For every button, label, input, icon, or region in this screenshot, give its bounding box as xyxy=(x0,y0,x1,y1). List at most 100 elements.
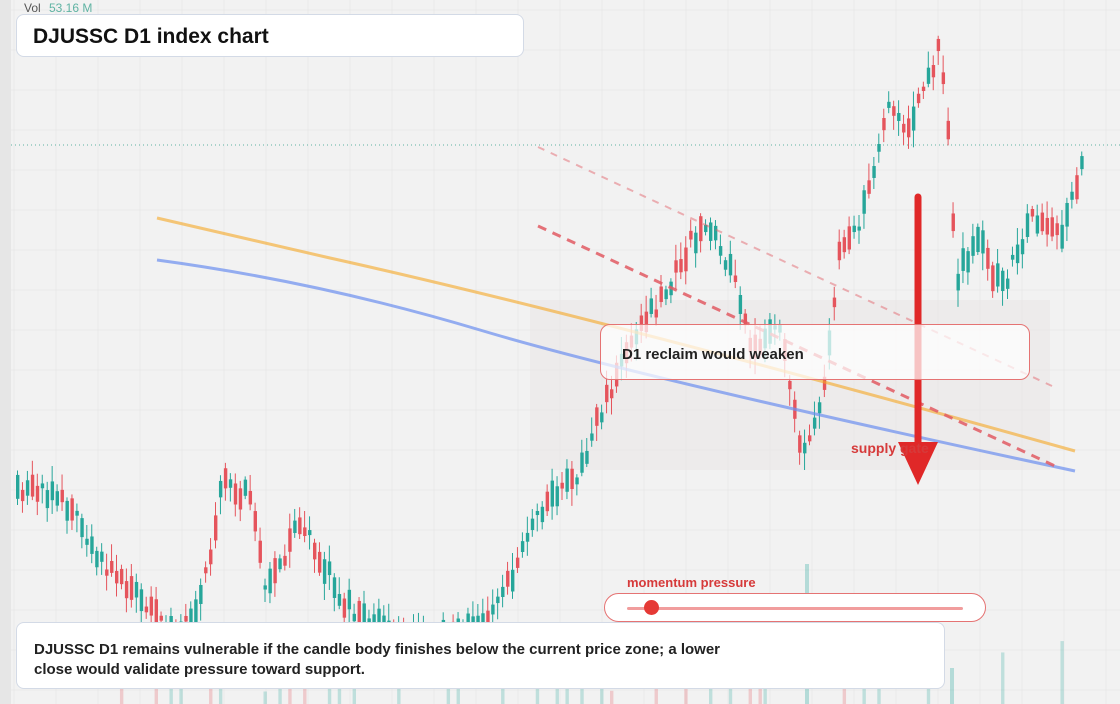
candle-body xyxy=(228,479,233,488)
candle-body xyxy=(981,230,985,254)
momentum-slider[interactable] xyxy=(604,593,986,622)
candle-body xyxy=(134,581,139,598)
candle-body xyxy=(317,551,322,573)
candle-body xyxy=(832,297,837,308)
candle-body xyxy=(293,520,297,534)
candle-body xyxy=(248,490,253,505)
candle-body xyxy=(16,474,20,499)
candle-body xyxy=(867,180,871,194)
candle-body xyxy=(916,93,921,104)
volume-bar xyxy=(337,681,342,704)
candle-body xyxy=(902,123,906,133)
candle-body xyxy=(124,581,129,599)
candle-body xyxy=(253,511,257,532)
candle-body xyxy=(684,247,688,272)
candle-body xyxy=(907,118,911,138)
candle-body xyxy=(1075,175,1079,200)
candle-body xyxy=(199,584,203,604)
candle-body xyxy=(75,510,79,516)
volume-bar xyxy=(654,678,658,704)
candle-body xyxy=(1020,239,1025,255)
candle-body xyxy=(100,551,104,562)
candle-body xyxy=(897,112,901,122)
candle-body xyxy=(154,599,158,624)
momentum-track xyxy=(627,607,963,610)
candle-body xyxy=(1025,213,1030,237)
candle-body xyxy=(189,608,193,624)
candle-body xyxy=(90,536,94,554)
candle-body xyxy=(971,236,975,256)
candle-body xyxy=(545,491,550,512)
candle-body xyxy=(704,224,708,233)
candle-body xyxy=(872,166,876,178)
candle-body xyxy=(1060,224,1064,249)
candle-body xyxy=(941,72,946,85)
candle-body xyxy=(481,613,485,623)
candle-body xyxy=(585,450,589,464)
candle-body xyxy=(357,600,361,623)
candle-body xyxy=(803,442,807,454)
candle-body xyxy=(347,589,352,610)
candle-body xyxy=(1035,215,1040,234)
candle-body xyxy=(496,596,500,604)
candle-body xyxy=(733,275,738,283)
candle-body xyxy=(644,311,649,333)
momentum-thumb[interactable] xyxy=(643,600,659,615)
candle-body xyxy=(60,489,64,503)
candle-body xyxy=(184,615,188,622)
candle-body xyxy=(520,541,525,552)
candle-body xyxy=(718,246,723,256)
candle-body xyxy=(486,610,490,624)
title-panel: DJUSSC D1 index chart xyxy=(16,14,524,57)
candle-body xyxy=(842,237,847,253)
candle-body xyxy=(728,253,733,276)
candle-body xyxy=(694,232,698,254)
candle-body xyxy=(377,608,381,631)
candle-body xyxy=(119,568,124,585)
candle-body xyxy=(218,480,223,498)
candle-body xyxy=(610,389,614,399)
candle-body xyxy=(550,480,554,507)
candle-body xyxy=(352,613,356,622)
candle-body xyxy=(1015,244,1020,264)
volume-bar xyxy=(179,680,183,704)
candle-body xyxy=(565,468,569,492)
candle-body xyxy=(233,483,238,505)
candle-body xyxy=(115,570,119,584)
candle-body xyxy=(600,412,604,423)
candle-body xyxy=(926,67,931,84)
down-arrow xyxy=(898,193,938,485)
candle-body xyxy=(298,517,302,535)
volume-bar xyxy=(1060,641,1064,704)
summary-text: DJUSSC D1 remains vulnerable if the cand… xyxy=(34,641,721,678)
candle-body xyxy=(723,260,728,270)
candle-body xyxy=(530,518,535,531)
arrow-head xyxy=(898,442,938,485)
candle-body xyxy=(476,615,480,628)
candle-body xyxy=(936,38,941,52)
candle-body xyxy=(1001,270,1005,292)
candle-body xyxy=(699,216,703,242)
volume-bar xyxy=(555,682,559,704)
candle-body xyxy=(709,222,713,241)
candle-body xyxy=(243,479,248,496)
candle-body xyxy=(540,506,545,523)
candle-body xyxy=(144,606,149,613)
candle-body xyxy=(278,558,282,570)
volume-bar xyxy=(950,668,954,704)
candle-body xyxy=(808,435,812,442)
candle-body xyxy=(1045,217,1049,235)
candle-body xyxy=(590,433,594,441)
candle-body xyxy=(976,226,980,253)
candle-body xyxy=(303,527,307,537)
candle-body xyxy=(931,65,936,78)
candle-body xyxy=(65,500,69,521)
candle-body xyxy=(986,247,990,269)
candle-body xyxy=(887,101,891,108)
candle-body xyxy=(837,241,842,261)
zone-label: supply gate xyxy=(851,440,929,456)
candle-body xyxy=(263,585,267,590)
candle-body xyxy=(921,86,926,92)
candle-body xyxy=(308,530,312,536)
candle-body xyxy=(956,273,960,291)
